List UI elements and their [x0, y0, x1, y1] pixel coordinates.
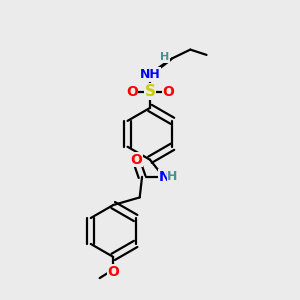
Text: O: O — [162, 85, 174, 99]
Text: NH: NH — [140, 68, 160, 81]
Text: O: O — [107, 265, 119, 279]
Text: N: N — [158, 170, 170, 184]
Text: S: S — [145, 84, 155, 99]
Text: H: H — [167, 170, 178, 183]
Text: O: O — [130, 153, 142, 167]
Text: O: O — [126, 85, 138, 99]
Text: H: H — [160, 52, 169, 62]
